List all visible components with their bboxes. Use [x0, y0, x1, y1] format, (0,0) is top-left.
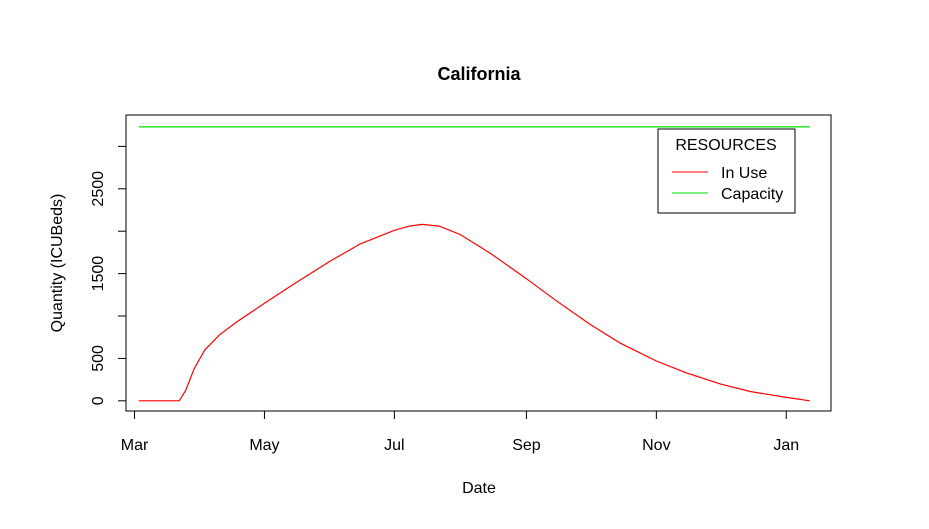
y-tick-label: 0 — [90, 396, 107, 405]
y-tick-label: 500 — [90, 345, 107, 372]
y-axis: 0 500 1500 2500 — [90, 145, 127, 405]
series-line-in-use — [138, 223, 810, 402]
x-tick-label: Jan — [773, 437, 799, 454]
y-axis-label: Quantity (ICUBeds) — [49, 194, 66, 333]
x-tick-label: Nov — [642, 437, 670, 454]
legend: RESOURCES In Use Capacity — [657, 128, 796, 214]
chart-title: California — [437, 64, 521, 84]
x-tick-label: Jul — [384, 437, 404, 454]
legend-label-in-use: In Use — [721, 165, 767, 182]
y-tick-label: 1500 — [90, 256, 107, 292]
x-axis-label: Date — [462, 480, 496, 497]
x-axis: Mar May Jul Sep Nov Jan — [121, 410, 799, 454]
legend-label-capacity: Capacity — [721, 186, 783, 203]
legend-title: RESOURCES — [675, 137, 776, 154]
x-tick-label: Mar — [121, 437, 149, 454]
x-tick-label: Sep — [512, 437, 541, 454]
series-lines — [138, 126, 810, 402]
legend-box — [657, 128, 796, 214]
x-tick-label: May — [249, 437, 279, 454]
y-tick-label: 2500 — [90, 171, 107, 207]
